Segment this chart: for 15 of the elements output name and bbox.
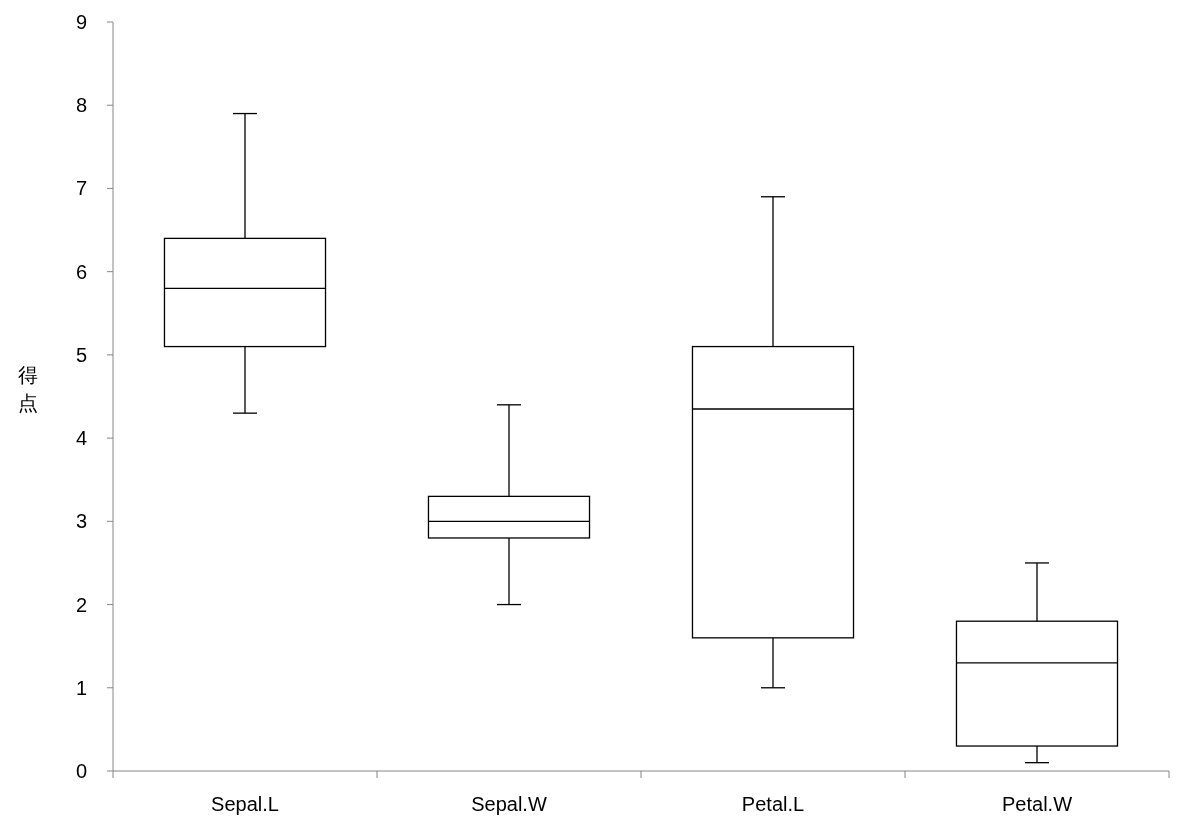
y-tick-label: 3 bbox=[75, 510, 87, 533]
y-tick-label: 1 bbox=[75, 676, 87, 699]
x-tick-label: Petal.W bbox=[1001, 793, 1073, 815]
y-tick-label: 5 bbox=[75, 343, 87, 366]
y-tick-label: 4 bbox=[75, 427, 87, 450]
y-tick-label: 7 bbox=[75, 177, 87, 200]
x-tick-label: Sepal.L bbox=[211, 793, 279, 815]
x-tick-label: Petal.L bbox=[741, 793, 805, 815]
y-tick-label: 2 bbox=[75, 593, 87, 616]
y-axis-title: 得点 bbox=[18, 362, 38, 415]
y-tick-label: 9 bbox=[75, 11, 87, 33]
y-tick-label: 6 bbox=[75, 260, 87, 283]
x-tick-label: Sepal.W bbox=[471, 793, 547, 815]
y-tick-label: 8 bbox=[75, 94, 87, 117]
y-tick-label: 0 bbox=[75, 760, 87, 782]
